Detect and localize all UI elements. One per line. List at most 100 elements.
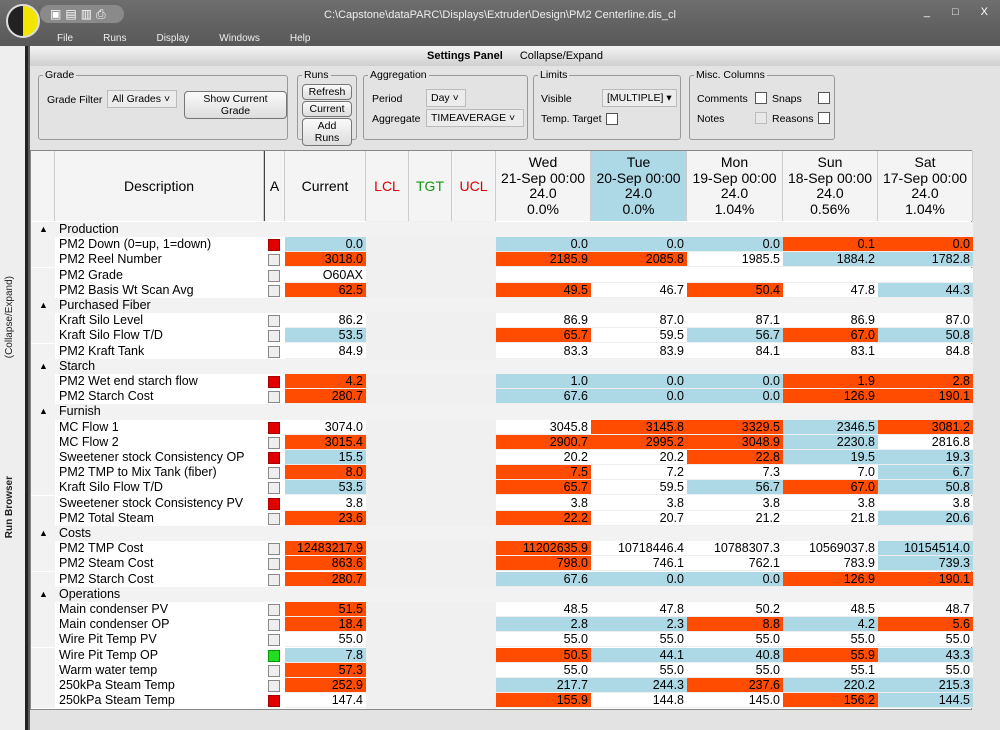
grade-filter-select[interactable]: All Grades ˅	[107, 90, 177, 108]
day-value-cell[interactable]: 0.0	[591, 374, 687, 389]
day-value-cell[interactable]: 59.5	[591, 328, 687, 344]
day-value-cell[interactable]: 3329.5	[687, 419, 783, 435]
close-button[interactable]: X	[980, 6, 988, 18]
day-value-cell[interactable]: 10154514.0	[878, 541, 973, 557]
day-value-cell[interactable]: 3.8	[783, 495, 878, 511]
alarm-button[interactable]	[268, 680, 280, 692]
group-row[interactable]: ▲ Production	[31, 222, 973, 238]
day-value-cell[interactable]: 55.1	[783, 662, 878, 678]
day-value-cell[interactable]: 55.0	[687, 662, 783, 678]
menu-display[interactable]: Display	[156, 33, 190, 44]
alarm-button[interactable]	[268, 284, 280, 297]
day-value-cell[interactable]: 2.8	[496, 617, 591, 633]
day-value-cell[interactable]: 0.0	[878, 237, 973, 253]
table-row[interactable]: Kraft Silo Flow T/D 53.5 65.7 59.5 56.7 67.0 5…	[31, 480, 973, 496]
day-value-cell[interactable]: 2995.2	[591, 434, 687, 450]
current-value-cell[interactable]: 863.6	[285, 556, 366, 572]
table-row[interactable]: PM2 Reel Number 3018.0 2185.9 2085.8 1985.5 1…	[31, 252, 973, 268]
day-value-cell[interactable]: 43.3	[878, 647, 973, 663]
table-row[interactable]: Sweetener stock Consistency OP 15.5 20.2 20…	[31, 450, 973, 465]
alarm-button[interactable]	[268, 421, 280, 434]
alarm-button[interactable]	[268, 634, 280, 647]
table-row[interactable]: PM2 Kraft Tank 84.9 83.3 83.9 84.1 83.1 84.8	[31, 343, 973, 359]
day-value-cell[interactable]: 87.1	[687, 313, 783, 329]
day-value-cell[interactable]: 10718446.4	[591, 541, 687, 557]
day-value-cell[interactable]: 10788307.3	[687, 541, 783, 557]
day-value-cell[interactable]: 19.5	[783, 450, 878, 465]
menu-windows[interactable]: Windows	[219, 33, 260, 44]
table-row[interactable]: Main condenser PV 51.5 48.5 47.8 50.2 48.5 48.…	[31, 602, 973, 617]
day-value-cell[interactable]: 86.9	[496, 313, 591, 329]
day-value-cell[interactable]	[783, 267, 878, 283]
day-value-cell[interactable]: 3145.8	[591, 419, 687, 435]
header-current[interactable]: Current	[285, 151, 366, 221]
day-value-cell[interactable]: 4.2	[783, 617, 878, 633]
snaps-checkbox[interactable]	[818, 92, 830, 104]
header-lcl[interactable]: LCL	[366, 151, 409, 221]
day-value-cell[interactable]: 56.7	[687, 328, 783, 344]
day-value-cell[interactable]: 8.8	[687, 617, 783, 633]
table-row[interactable]: PM2 Starch Cost 280.7 67.6 0.0 0.0 126.9 190.1	[31, 571, 973, 587]
day-value-cell[interactable]: 144.8	[591, 693, 687, 709]
day-value-cell[interactable]: 84.8	[878, 343, 973, 359]
day-value-cell[interactable]: 3081.2	[878, 419, 973, 435]
day-value-cell[interactable]: 190.1	[878, 571, 973, 587]
day-value-cell[interactable]: 83.9	[591, 343, 687, 359]
table-row[interactable]: PM2 Total Steam 23.6 22.2 20.7 21.2 21.8 20.6	[31, 510, 973, 526]
add-runs-button[interactable]: Add Runs	[302, 118, 352, 146]
day-value-cell[interactable]: 237.6	[687, 678, 783, 693]
day-value-cell[interactable]: 739.3	[878, 556, 973, 572]
group-row[interactable]: ▲ Starch	[31, 358, 973, 374]
settings-panel-header[interactable]: Settings Panel Collapse/Expand	[30, 46, 1000, 66]
maximize-button[interactable]: □	[952, 6, 959, 18]
table-row[interactable]: PM2 Steam Cost 863.6 798.0 746.1 762.1 783.9 7…	[31, 556, 973, 572]
day-value-cell[interactable]: 55.0	[496, 632, 591, 648]
day-value-cell[interactable]: 7.5	[496, 465, 591, 481]
day-value-cell[interactable]: 65.7	[496, 480, 591, 496]
day-value-cell[interactable]: 144.5	[878, 693, 973, 709]
day-value-cell[interactable]: 0.0	[687, 237, 783, 253]
day-value-cell[interactable]: 2.8	[878, 374, 973, 389]
alarm-button[interactable]	[268, 452, 280, 464]
alarm-button[interactable]	[268, 512, 280, 525]
day-value-cell[interactable]: 220.2	[783, 678, 878, 693]
day-value-cell[interactable]	[591, 267, 687, 283]
day-value-cell[interactable]: 20.2	[591, 450, 687, 465]
day-value-cell[interactable]: 3045.8	[496, 419, 591, 435]
day-value-cell[interactable]: 217.7	[496, 678, 591, 693]
table-row[interactable]: PM2 Starch Cost 280.7 67.6 0.0 0.0 126.9 190.1	[31, 389, 973, 405]
day-value-cell[interactable]: 1.0	[496, 374, 591, 389]
table-row[interactable]: Wire Pit Temp OP 7.8 50.5 44.1 40.8 55.9 43.3	[31, 647, 973, 663]
day-value-cell[interactable]: 190.1	[878, 389, 973, 405]
day-value-cell[interactable]: 46.7	[591, 282, 687, 298]
day-value-cell[interactable]	[687, 267, 783, 283]
current-value-cell[interactable]: 51.5	[285, 602, 366, 617]
current-value-cell[interactable]: 4.2	[285, 374, 366, 389]
day-value-cell[interactable]: 44.3	[878, 282, 973, 298]
current-value-cell[interactable]: 23.6	[285, 510, 366, 526]
alarm-button[interactable]	[268, 543, 280, 556]
table-row[interactable]: PM2 Wet end starch flow 4.2 1.0 0.0 0.0 1.9 2.…	[31, 374, 973, 389]
alarm-button[interactable]	[268, 269, 280, 282]
day-value-cell[interactable]: 2816.8	[878, 434, 973, 450]
current-value-cell[interactable]: 3018.0	[285, 252, 366, 268]
day-value-cell[interactable]: 55.0	[878, 662, 973, 678]
current-value-cell[interactable]: 55.0	[285, 632, 366, 648]
current-value-cell[interactable]: 62.5	[285, 282, 366, 298]
table-row[interactable]: PM2 Basis Wt Scan Avg 62.5 49.5 46.7 50.4 47.…	[31, 282, 973, 298]
current-value-cell[interactable]: 8.0	[285, 465, 366, 481]
collapse-triangle-icon[interactable]: ▲	[39, 300, 48, 310]
alarm-button[interactable]	[268, 467, 280, 480]
reasons-checkbox[interactable]	[818, 112, 830, 124]
day-value-cell[interactable]: 55.9	[783, 647, 878, 663]
collapse-triangle-icon[interactable]: ▲	[39, 360, 48, 371]
save-icon[interactable]: ▤	[65, 7, 77, 21]
current-value-cell[interactable]: 280.7	[285, 571, 366, 587]
visible-limits-select[interactable]: [MULTIPLE] ▾	[602, 89, 677, 107]
day-value-cell[interactable]: 49.5	[496, 282, 591, 298]
day-value-cell[interactable]: 56.7	[687, 480, 783, 496]
current-value-cell[interactable]: 53.5	[285, 328, 366, 344]
current-value-cell[interactable]: 12483217.9	[285, 541, 366, 557]
current-value-cell[interactable]: O60AX	[285, 267, 366, 283]
alarm-button[interactable]	[268, 482, 280, 495]
